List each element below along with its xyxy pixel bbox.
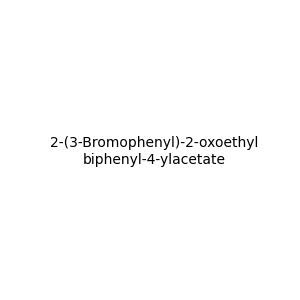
Text: 2-(3-Bromophenyl)-2-oxoethyl
biphenyl-4-ylacetate: 2-(3-Bromophenyl)-2-oxoethyl biphenyl-4-… [50, 136, 258, 166]
